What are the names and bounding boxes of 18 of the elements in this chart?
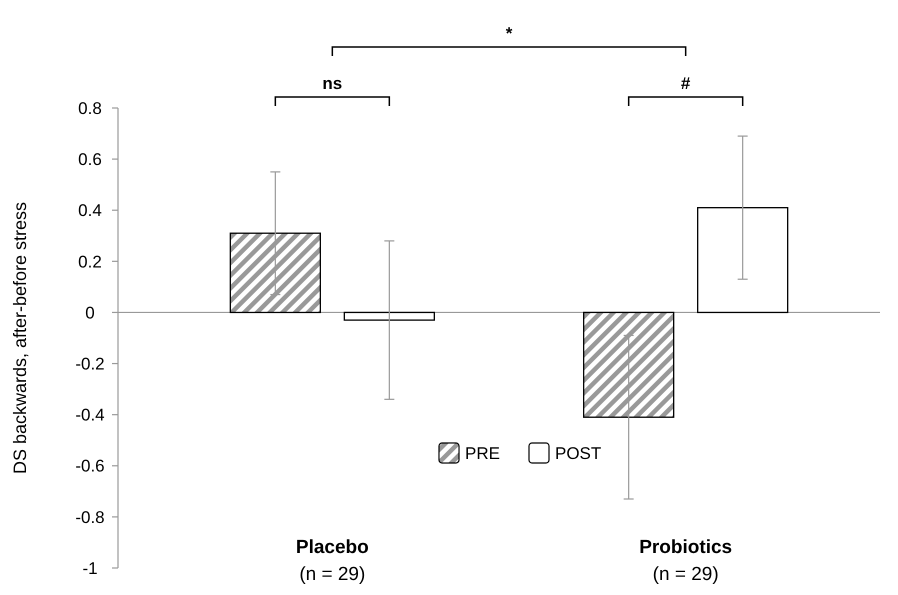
y-tick-label: -0.6: [75, 456, 105, 476]
text: #: [680, 74, 691, 93]
y-tick-label: 0.6: [78, 150, 102, 170]
y-tick-label: 0.2: [78, 252, 102, 272]
y-tick-label: -0.2: [75, 354, 105, 374]
text: ns: [322, 74, 342, 93]
text: *: [506, 24, 513, 43]
y-axis-title: DS backwards, after-before stress: [10, 202, 30, 474]
y-tick-label: -0.8: [75, 508, 105, 527]
y-tick-label: -0.4: [75, 406, 105, 425]
y-tick-label: 0: [85, 303, 95, 322]
legend-label: POST: [555, 444, 602, 463]
x-tick-label: Probiotics (n = 29): [639, 537, 732, 585]
x-tick-label: Placebo (n = 29): [296, 537, 369, 585]
y-tick-label: 0.8: [78, 98, 102, 118]
legend-label: PRE: [465, 444, 500, 463]
y-tick-label: 0.4: [78, 201, 102, 220]
y-tick-label: -1: [82, 558, 98, 578]
